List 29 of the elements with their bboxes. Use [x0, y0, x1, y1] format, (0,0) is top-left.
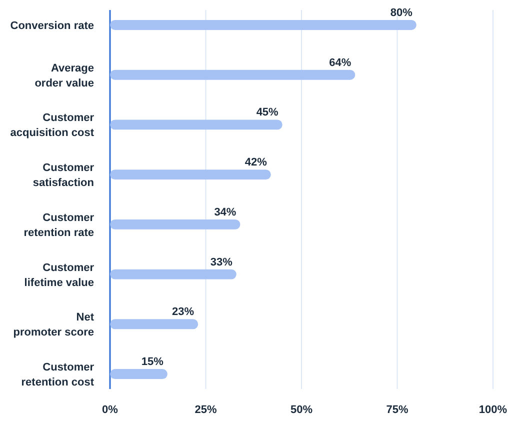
bar — [110, 269, 236, 280]
x-tick-label: 25% — [194, 404, 217, 416]
x-tick-label: 0% — [102, 404, 118, 416]
y-tick-label: Customer lifetime value — [24, 262, 95, 289]
y-tick-label: Customer retention cost — [21, 362, 95, 389]
bar — [110, 170, 271, 180]
bar — [110, 20, 416, 30]
bar — [110, 70, 356, 80]
y-tick-label: Average order value — [34, 62, 94, 90]
data-label: 64% — [329, 56, 352, 69]
bar — [110, 369, 168, 380]
y-tick-label: Customer retention rate — [24, 212, 95, 239]
data-label: 34% — [214, 206, 236, 218]
data-label: 42% — [244, 156, 268, 169]
y-tick-label: Conversion rate — [10, 20, 94, 32]
data-label: 80% — [390, 6, 413, 19]
y-tick-label: Net promoter score — [13, 312, 94, 339]
y-tick-label: Customer satisfaction — [32, 162, 95, 190]
data-label: 33% — [210, 256, 233, 268]
x-tick-label: 75% — [386, 404, 408, 416]
x-tick-label: 100% — [478, 404, 508, 416]
bar — [110, 120, 282, 130]
bar — [110, 219, 240, 230]
data-label: 45% — [256, 106, 279, 119]
data-label: 15% — [141, 356, 164, 368]
bar — [110, 319, 198, 330]
data-label: 23% — [172, 306, 194, 318]
y-tick-label: Customer acquisition cost — [10, 112, 95, 140]
x-tick-label: 50% — [290, 404, 313, 416]
